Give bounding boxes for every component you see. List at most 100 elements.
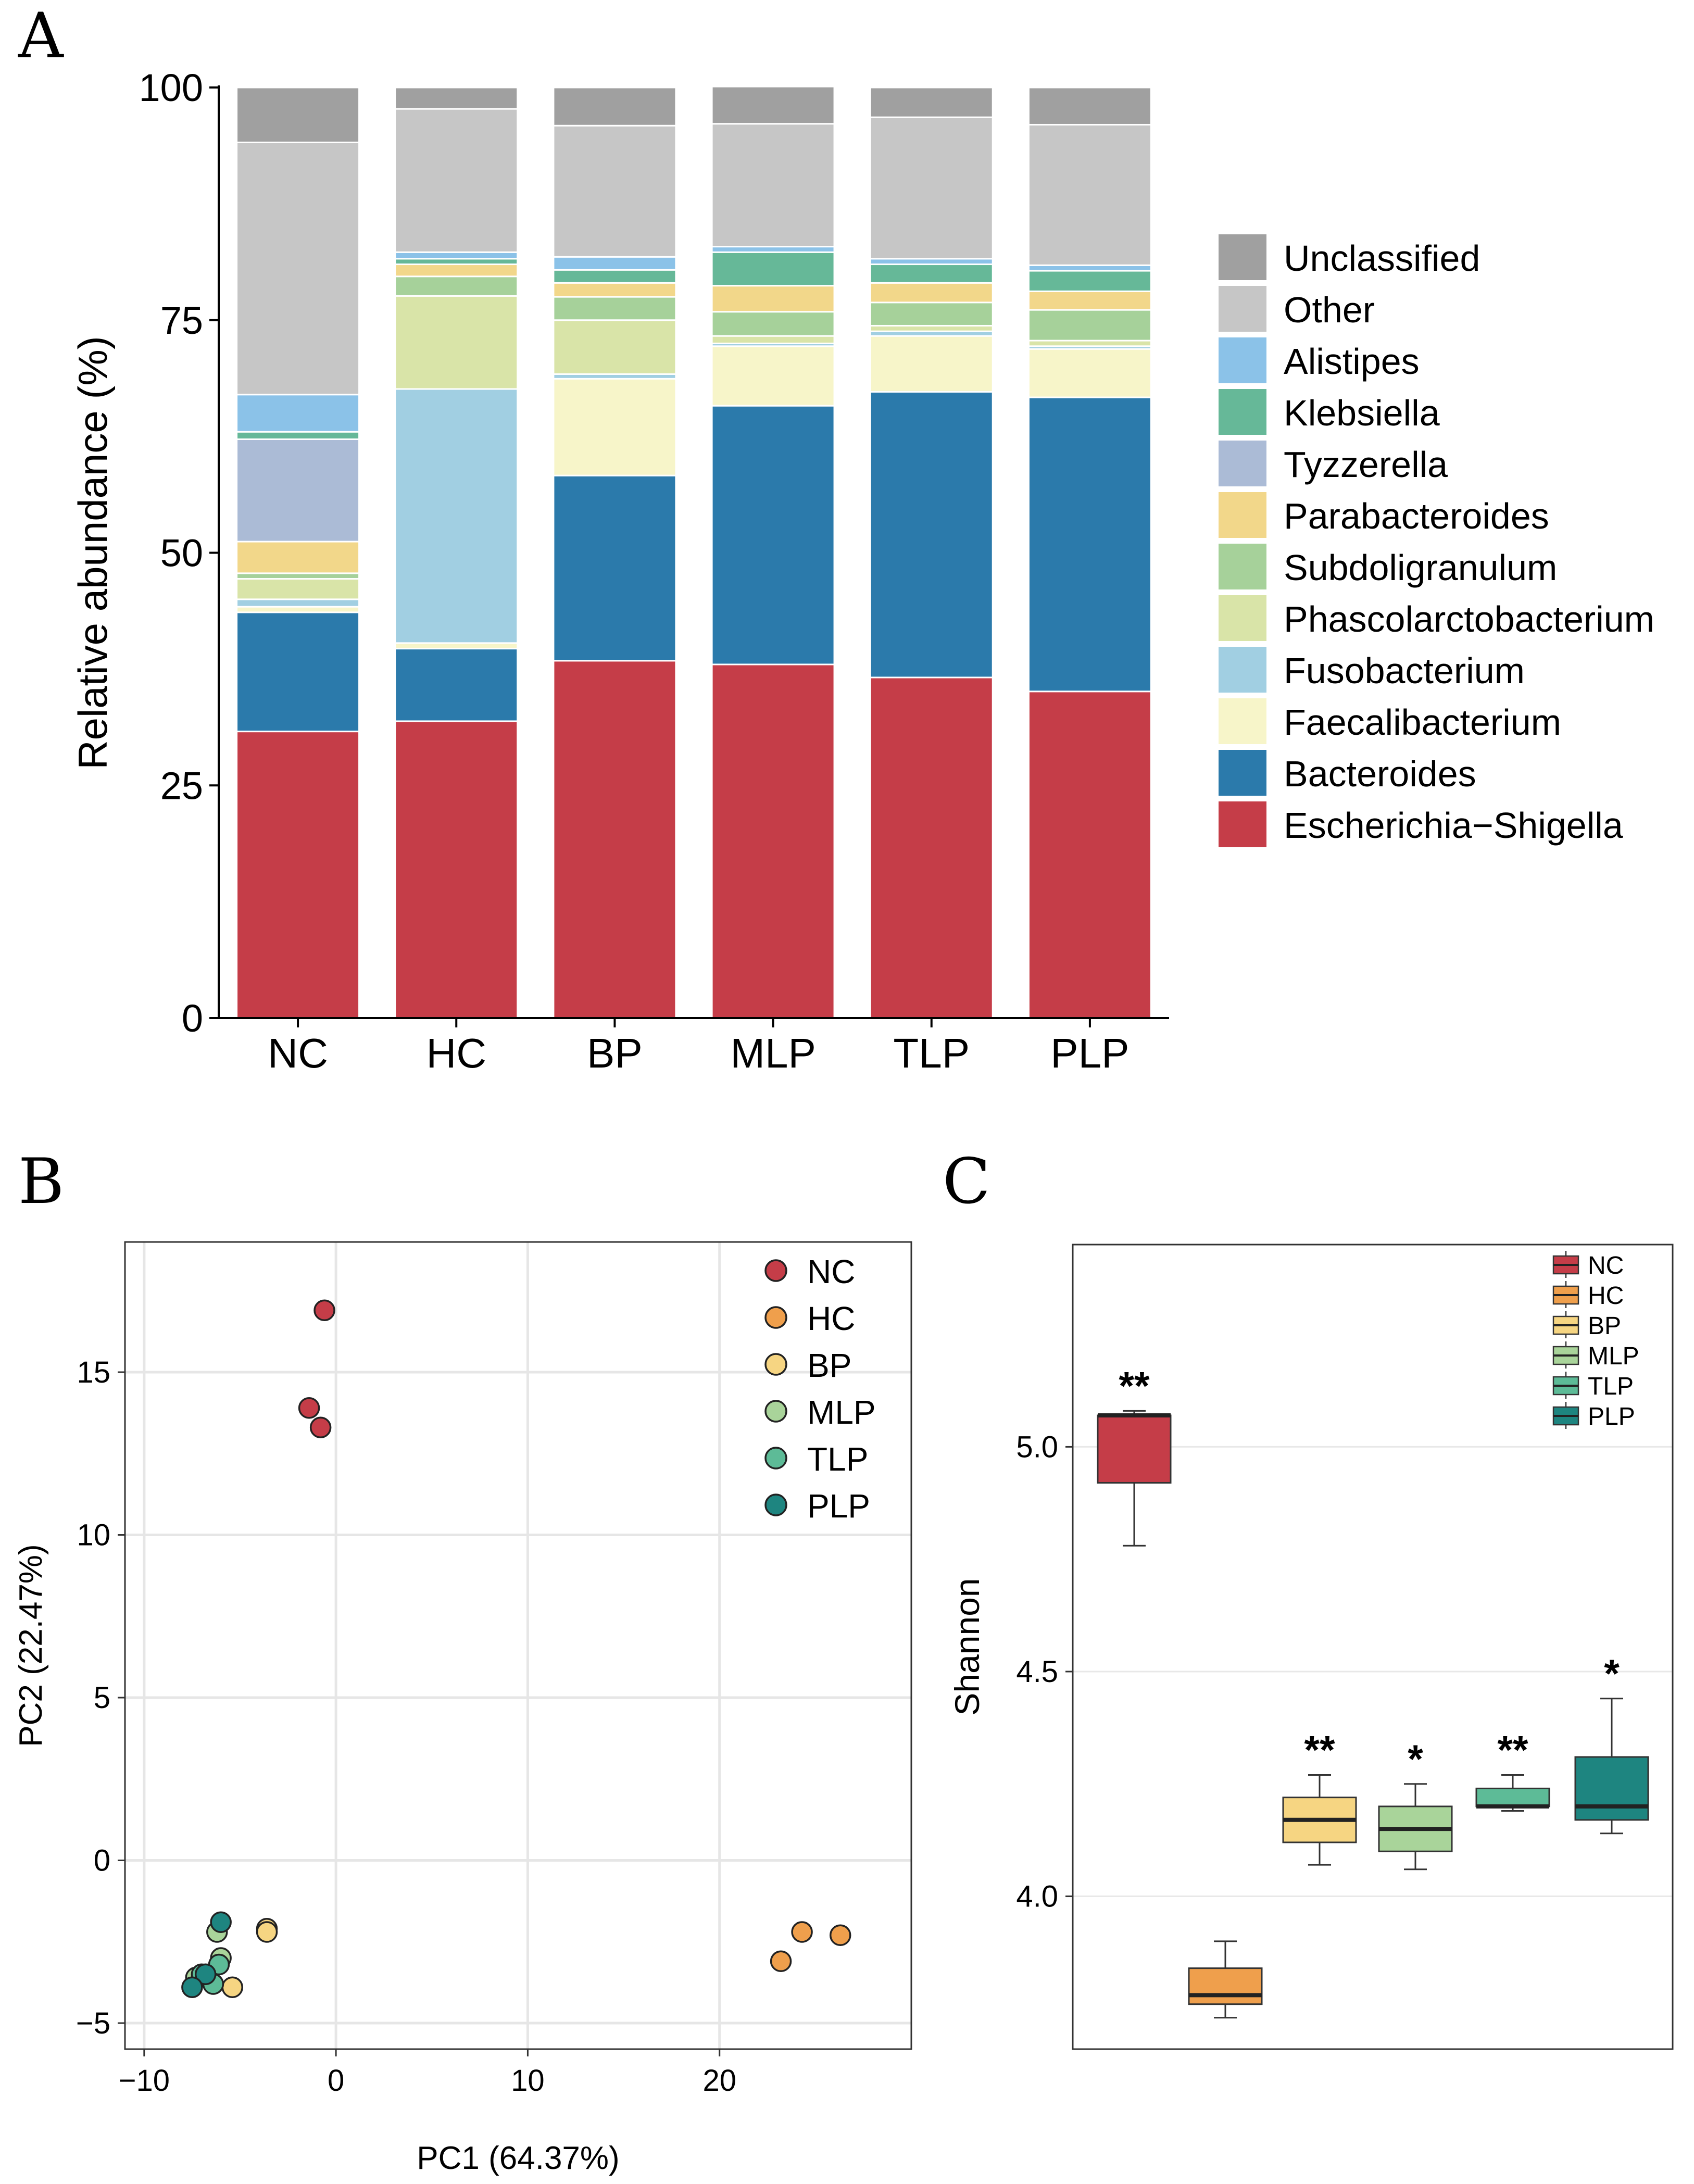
legend-label: Alistipes [1284, 341, 1420, 382]
bar-segment [553, 378, 677, 476]
scatter-point [221, 1976, 243, 1998]
legend-label: MLP [807, 1394, 876, 1431]
bar-segment [553, 269, 677, 284]
bar-segment [236, 394, 360, 433]
legend-swatch [1219, 441, 1266, 486]
bar-segment [394, 648, 519, 722]
legend-label: BP [807, 1347, 851, 1384]
legend-swatch [1219, 286, 1266, 332]
bar-segment [394, 108, 519, 253]
y-axis-title: Relative abundance (%) [70, 336, 116, 769]
bar-segment [711, 405, 835, 666]
bar-segment [711, 311, 835, 337]
bar-segment [869, 324, 994, 332]
bar-segment [394, 258, 519, 266]
bar-segment [869, 391, 994, 679]
y-tick-label: 10 [77, 1518, 110, 1552]
scatter-point [829, 1924, 851, 1946]
bar-segment [394, 720, 519, 1019]
legend-label: NC [1588, 1252, 1624, 1279]
bar-segment [711, 85, 835, 125]
bar-segment [869, 676, 994, 1019]
panel-letter-b: B [18, 1146, 64, 1218]
scatter-point [313, 1299, 335, 1321]
legend-label: Other [1284, 290, 1375, 330]
bar-segment [553, 86, 677, 127]
bar-segment [236, 431, 360, 440]
legend-label: Phascolarctobacterium [1284, 599, 1654, 639]
bar-segment [869, 335, 994, 393]
bar-segment [394, 295, 519, 390]
legend-label: NC [807, 1253, 855, 1290]
x-tick-label: −10 [119, 2064, 170, 2098]
bar-segment [553, 296, 677, 321]
bar-segment [236, 611, 360, 733]
legend-label: Escherichia−Shigella [1284, 805, 1623, 846]
bar-segment [869, 263, 994, 284]
legend-label: Klebsiella [1284, 393, 1440, 433]
box-body [1574, 1756, 1649, 1821]
legend-swatch [1219, 801, 1266, 847]
bar-segment [236, 578, 360, 600]
y-tick-label: 15 [77, 1355, 110, 1389]
bar-segment [1027, 123, 1152, 266]
legend-swatch [1219, 544, 1266, 589]
legend-marker [764, 1353, 787, 1376]
legend-swatch [1219, 595, 1266, 641]
bar-segment [236, 598, 360, 608]
x-tick-label: 20 [702, 2064, 736, 2098]
scatter-point [770, 1950, 792, 1972]
x-tick-label: NC [268, 1030, 328, 1076]
bar-segment [1027, 309, 1152, 342]
significance-marker: ** [1119, 1364, 1150, 1408]
plot-border [124, 1241, 912, 2050]
x-tick-label: TLP [893, 1030, 970, 1076]
x-tick-label: HC [426, 1030, 486, 1076]
legend-label: BP [1588, 1312, 1621, 1340]
legend-swatch [1219, 337, 1266, 383]
x-tick-label: PLP [1050, 1030, 1129, 1076]
legend-label: TLP [807, 1440, 868, 1478]
x-tick-label: 10 [511, 2064, 545, 2098]
x-axis-title: PC1 (64.37%) [417, 2140, 619, 2176]
panel-letter-c: C [943, 1146, 990, 1218]
bar-segment [869, 86, 994, 118]
bar-segment [1027, 290, 1152, 311]
bar-segment [236, 86, 360, 143]
bar-segment [1027, 348, 1152, 398]
box-body [1097, 1414, 1172, 1484]
legend-marker [764, 1400, 787, 1423]
legend-marker [764, 1447, 787, 1470]
bar-segment [394, 642, 519, 650]
legend-label: TLP [1588, 1373, 1634, 1400]
legend-label: MLP [1588, 1342, 1639, 1370]
y-tick-label: 50 [160, 532, 203, 575]
bar-segment [1027, 86, 1152, 125]
significance-marker: ** [1304, 1728, 1335, 1772]
bar-segment [394, 86, 519, 110]
box-body [1475, 1787, 1550, 1808]
y-tick-label: 4.0 [1016, 1880, 1058, 1914]
bar-segment [236, 438, 360, 543]
legend-marker [764, 1306, 787, 1329]
legend-swatch [1219, 492, 1266, 538]
scatter-point [309, 1416, 332, 1438]
bar-segment [1027, 691, 1152, 1019]
plot-border [1072, 1244, 1674, 2050]
bar-segment [1027, 270, 1152, 292]
legend-label: Bacteroides [1284, 754, 1476, 794]
bar-segment [236, 606, 360, 613]
box-body [1188, 1967, 1263, 2005]
significance-marker: * [1408, 1737, 1423, 1781]
bar-segment [711, 123, 835, 248]
scatter-point [210, 1911, 232, 1933]
bar-segment [1027, 396, 1152, 693]
scatter-point [791, 1921, 813, 1943]
bar-segment [236, 541, 360, 574]
bar-segment [1027, 264, 1152, 272]
y-axis-title: Shannon [948, 1578, 986, 1715]
stacked-bar-chart: NC HC BP MLP TLP PLP 0 25 50 75 100 Relative abunda… [70, 66, 1654, 1076]
legend-label: HC [1588, 1282, 1624, 1310]
bar-segment [553, 474, 677, 662]
